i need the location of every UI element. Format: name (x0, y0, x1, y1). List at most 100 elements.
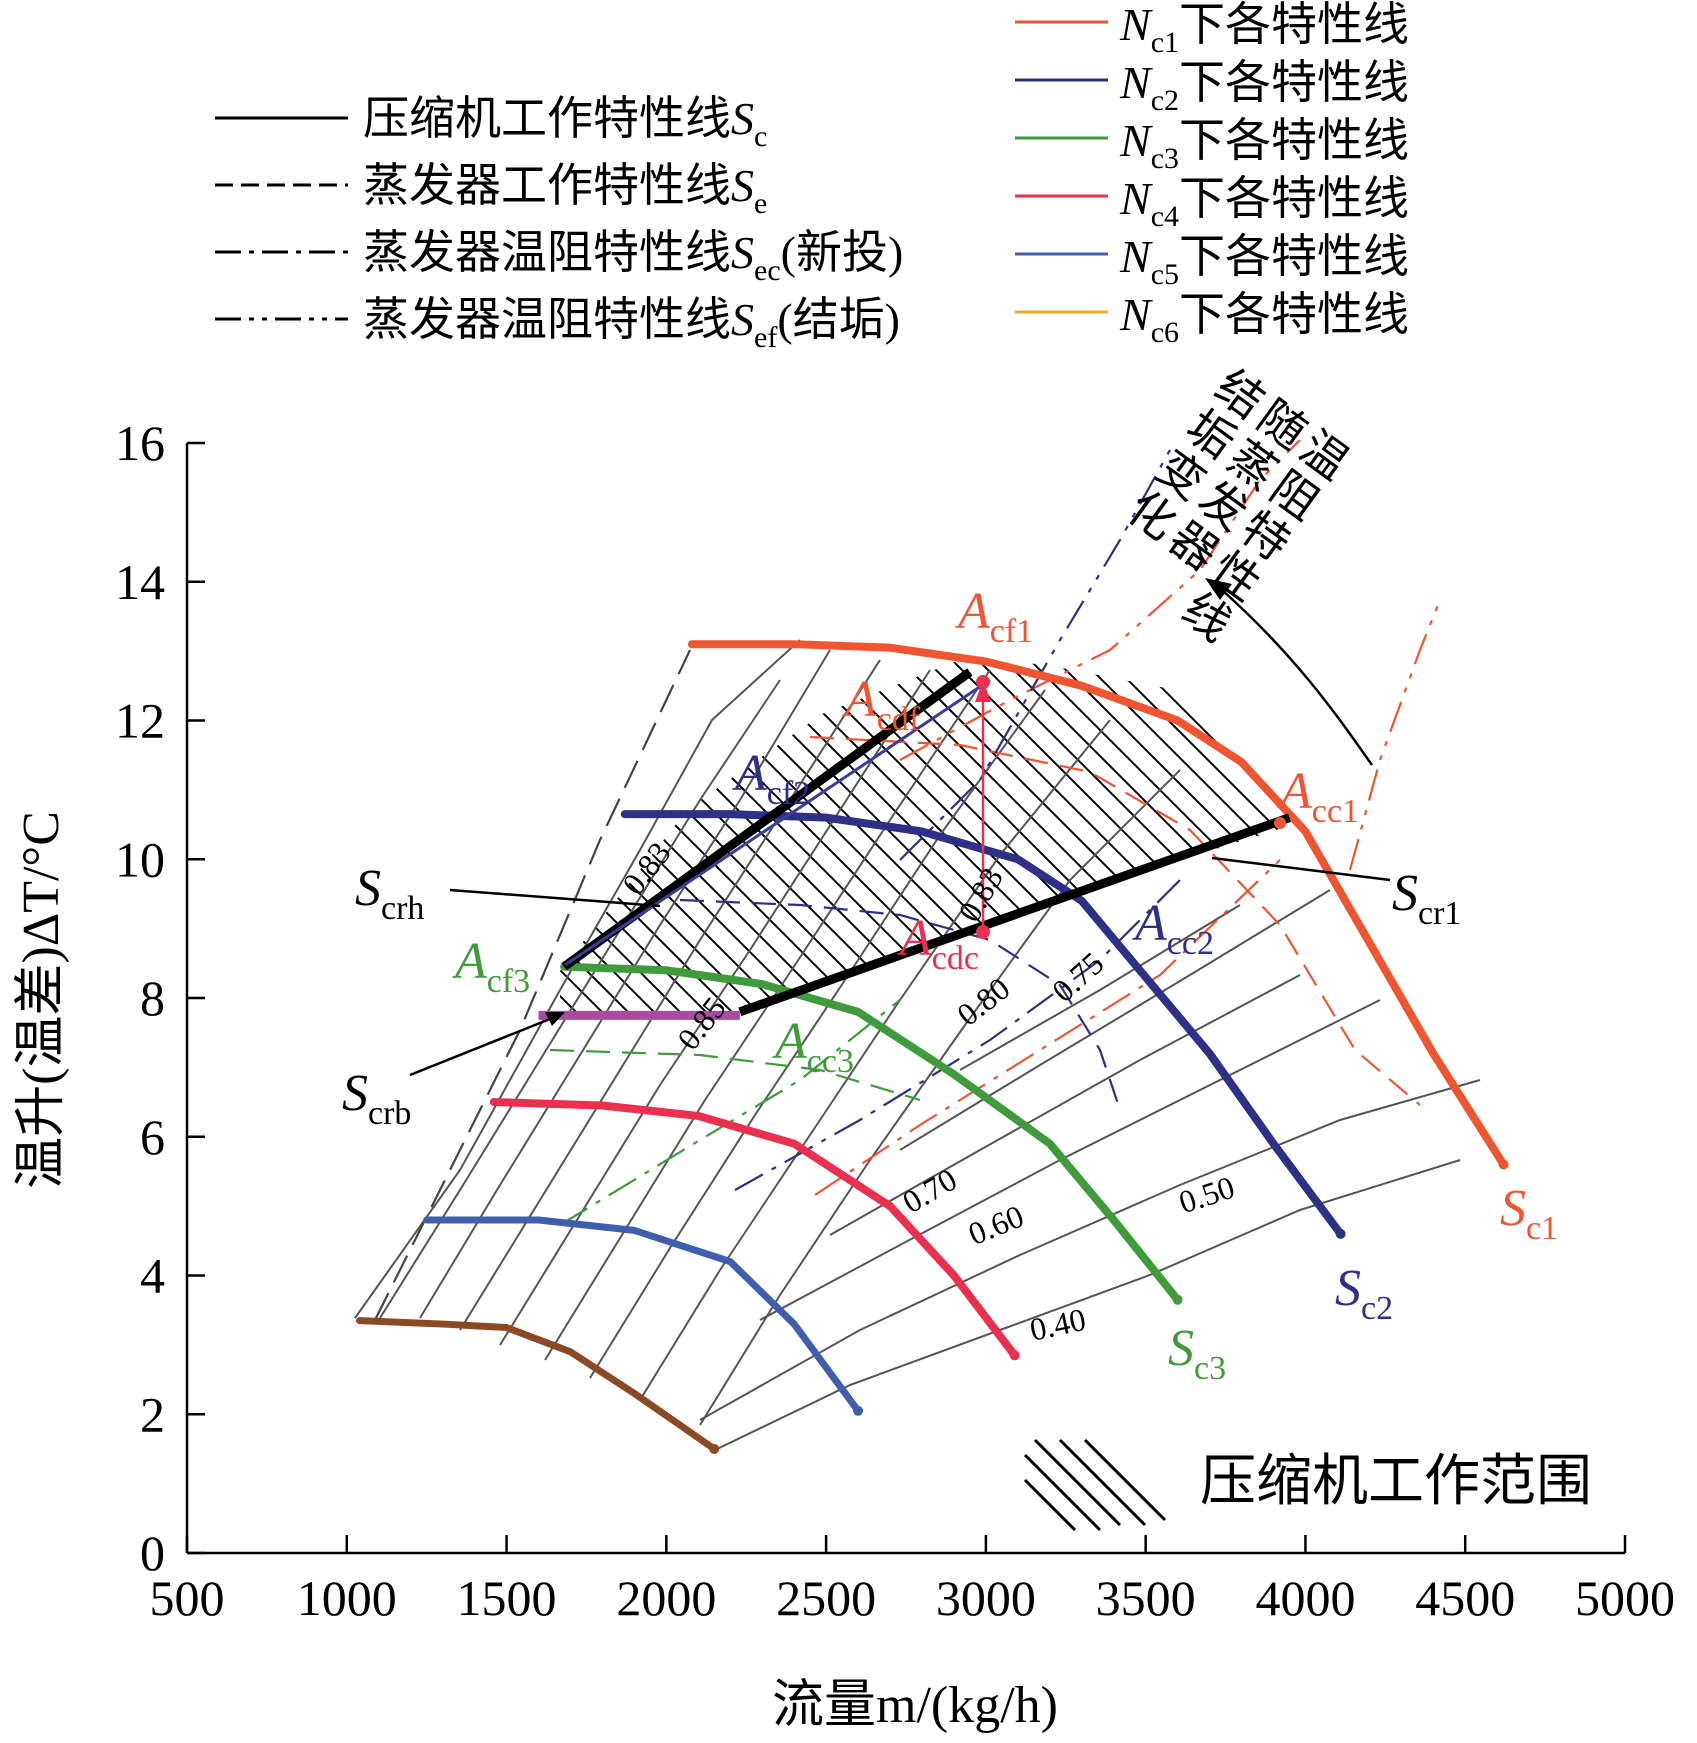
point-acf1 (976, 675, 990, 689)
rotation-note-arrow-head (1205, 578, 1232, 600)
background-curve (699, 1079, 1481, 1421)
pointer-scrb-head (545, 1012, 565, 1026)
annotation-cc2: Acc2 (1132, 895, 1214, 962)
hatch-line (1380, 620, 1697, 1100)
hatch-line (1484, 620, 1697, 1100)
special-line-Scr1 (738, 813, 1291, 1017)
legend-right-label: Nc5下各特性线 (1119, 231, 1409, 291)
efficiency-label: 0.85 (670, 990, 733, 1056)
marker-group (409, 578, 1391, 1077)
series-Sc6 (356, 1317, 718, 1453)
y-tick-label: 8 (140, 970, 165, 1026)
hatch-line (963, 661, 1286, 1019)
hatch-line (1666, 620, 1697, 1100)
pointer-scrh (449, 888, 661, 908)
special-lines (538, 668, 1291, 1020)
scrh-blue-overlay (564, 678, 991, 967)
y-tick-label: 16 (115, 415, 165, 471)
boundary-dashed-line (374, 649, 691, 1321)
hatch-line (560, 661, 587, 1019)
annotation-cf2: Acf2 (732, 745, 810, 812)
series-end-point (1172, 1294, 1183, 1305)
hatch-line (833, 661, 1286, 1019)
hatch-line (1510, 620, 1697, 1100)
efficiency-label: 0.50 (1174, 1169, 1238, 1221)
hatch-line (911, 661, 1286, 1019)
annotation-c3: Sc3 (1168, 1320, 1226, 1387)
compressor-characteristic-lines (356, 640, 1509, 1454)
hatch-line (1067, 661, 1286, 1019)
annotation-cf1: Acf1 (955, 583, 1033, 650)
hatch-line (1275, 661, 1286, 1019)
hatch-line (560, 661, 1003, 1019)
efficiency-label: 0.80 (950, 970, 1016, 1033)
series-Sc4 (489, 1098, 1019, 1360)
series-end-point (1335, 1228, 1346, 1239)
legend-right-label: Nc1下各特性线 (1119, 0, 1409, 59)
y-tick-label: 4 (140, 1248, 165, 1304)
annotation-cdc: Acdc (897, 910, 979, 977)
legend-left-label: 压缩机工作特性线Sc (363, 93, 767, 153)
axes (185, 441, 1627, 1555)
series-end-point (1498, 1159, 1509, 1170)
y-tick-label: 0 (140, 1525, 165, 1581)
hatch-line (1458, 620, 1697, 1100)
annotation-cr1: Scr1 (1392, 865, 1461, 932)
legend-left-label: 蒸发器温阻特性线Sef(结垢) (363, 294, 900, 354)
red-arrow-head (975, 680, 991, 702)
x-tick-label: 3000 (936, 1570, 1036, 1626)
hatch-line (1041, 661, 1286, 1019)
background-curve (379, 679, 781, 1319)
series-end-point (1009, 1350, 1020, 1361)
annotation-crh: Scrh (355, 860, 424, 927)
x-tick-label: 4000 (1255, 1570, 1355, 1626)
y-tick-label: 10 (115, 831, 165, 887)
efficiency-label: 0.70 (896, 1161, 962, 1220)
ec-dashdot-green (559, 999, 901, 1226)
evaporator-reference-lines (374, 439, 1442, 1321)
hatch-line (1432, 620, 1697, 1100)
legend-right-label: Nc4下各特性线 (1119, 173, 1409, 233)
x-tick-label: 2500 (776, 1570, 876, 1626)
annotation-crb: Scrb (342, 1065, 411, 1132)
series-end-point (709, 1443, 720, 1454)
hatch-line (1614, 620, 1697, 1100)
hatch-line (1536, 620, 1697, 1100)
legend-right-label: Nc3下各特性线 (1119, 115, 1409, 175)
x-tick-label: 4500 (1415, 1570, 1515, 1626)
x-tick-label: 500 (150, 1570, 225, 1626)
evaporator-dashed-line-red (809, 735, 1421, 1106)
point-acc1 (1274, 817, 1286, 829)
x-tick-label: 3500 (1096, 1570, 1196, 1626)
background-curve (639, 719, 1111, 1401)
annotation-c2: Sc2 (1335, 1260, 1393, 1327)
hatch-line (1588, 620, 1697, 1100)
annotation-cc3: Acc3 (772, 1013, 854, 1080)
annotation-cc1: Acc1 (1277, 763, 1359, 830)
background-curve (354, 639, 801, 1319)
special-line-Scrh (561, 668, 973, 971)
ef-dashdot-right-red (1348, 599, 1442, 871)
x-tick-label: 1000 (297, 1570, 397, 1626)
ef-dashdot-upper-blue (899, 449, 1171, 861)
background-curve (899, 889, 1331, 1151)
hatch-line (1302, 620, 1697, 1100)
efficiency-label: 0.75 (1045, 945, 1111, 1009)
legend-right: Nc1下各特性线Nc2下各特性线Nc3下各特性线Nc4下各特性线Nc5下各特性线… (1015, 0, 1409, 349)
x-tick-label: 2000 (616, 1570, 716, 1626)
series-Sc5 (423, 1216, 862, 1415)
background-curve (714, 1159, 1461, 1451)
ec-dashdot-blue (734, 879, 1181, 1191)
ec-dashdot-red (814, 859, 1281, 1196)
pointer-scr1 (1211, 856, 1391, 882)
efficiency-label: 0.40 (1027, 1301, 1089, 1348)
hatch-line (1640, 620, 1697, 1100)
hatch-line (560, 661, 691, 1019)
point-acdc (976, 925, 990, 939)
legend-right-label: Nc6下各特性线 (1119, 289, 1409, 349)
hatch-line (1328, 620, 1697, 1100)
background-curve (589, 689, 1046, 1379)
